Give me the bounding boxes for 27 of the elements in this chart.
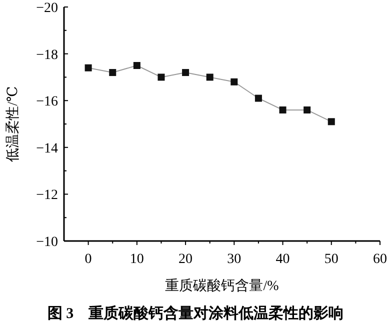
- y-tick-label: −10: [36, 235, 58, 250]
- point: [254, 94, 262, 102]
- x-tick-label: 10: [130, 252, 144, 267]
- y-tick-label: −20: [36, 1, 58, 16]
- point: [206, 74, 214, 81]
- y-tick-label: −14: [36, 141, 58, 156]
- x-tick-label: 40: [276, 252, 290, 267]
- point: [279, 106, 286, 114]
- x-tick-label: 0: [84, 252, 92, 267]
- point: [328, 118, 335, 126]
- x-tick-label: 50: [324, 252, 338, 267]
- y-tick-label: −18: [36, 48, 58, 63]
- point: [230, 78, 238, 86]
- y-axis-title: 低温柔性/℃: [5, 86, 21, 162]
- x-axis-title: 重质碳酸钙含量/%: [165, 278, 280, 294]
- point: [84, 64, 92, 72]
- y-tick-label: −16: [36, 94, 58, 110]
- point: [133, 62, 140, 69]
- y-tick-label: −12: [36, 188, 58, 204]
- point: [109, 69, 116, 76]
- caption: 图 3 重质碳酸钙含量对涂料低温柔性的影响: [47, 305, 344, 322]
- point: [158, 74, 165, 81]
- x-tick-label: 30: [227, 252, 242, 267]
- point: [304, 106, 311, 114]
- point: [182, 69, 190, 76]
- x-tick-label: 20: [178, 252, 193, 267]
- x-tick-label: 60: [373, 252, 387, 267]
